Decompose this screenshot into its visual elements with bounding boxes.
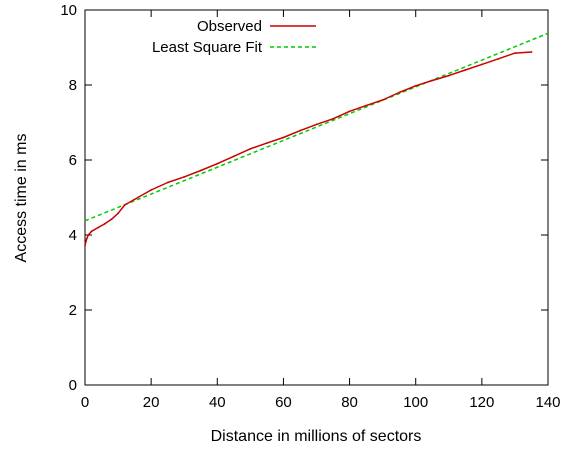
observed-point [249,147,252,150]
y-tick-label: 8 [69,77,77,94]
plot-border [84,9,549,386]
observed-point [447,74,450,77]
observed-line [84,51,532,246]
x-tick-label: 40 [209,394,226,411]
x-tick-label: 20 [143,394,160,411]
observed-point [282,136,285,139]
observed-point [398,91,401,94]
observed-point [183,176,186,178]
x-tick-label: 60 [275,394,292,411]
x-tick-label: 100 [403,394,428,411]
legend-label: Least Square Fit [152,39,263,56]
observed-point [497,57,500,60]
legend: Observed Least Square Fit [152,18,316,56]
observed-point [332,117,334,120]
x-tick-label: 120 [469,394,494,411]
plot-frame [84,9,549,386]
observed-point [481,63,483,66]
observed-point [514,52,516,54]
observed-point [90,230,93,233]
y-tick-label: 6 [69,152,77,169]
y-tick-label: 4 [69,227,77,244]
least-square-fit-line [84,32,549,222]
observed-point [431,79,434,82]
observed-point [87,234,90,236]
legend-label: Observed [197,18,262,35]
observed-point [414,84,417,87]
observed-point [530,51,533,53]
observed-point [299,129,301,132]
observed-point [348,110,351,113]
observed-point [266,142,268,145]
observed-point [199,169,202,172]
observed-point [381,99,384,101]
observed-point [85,237,88,240]
observed-point [84,244,86,247]
axes: 0 20 40 60 80 100 120 140 0 2 4 6 8 10 [60,2,560,411]
observed-point [365,104,367,107]
observed-point [133,198,136,201]
y-tick-label: 0 [69,377,77,394]
observed-point [97,226,100,229]
x-tick-label: 0 [81,394,89,411]
observed-point [150,189,153,191]
observed-point [103,222,106,225]
y-tick-label: 10 [60,2,77,19]
observed-point [464,69,467,71]
observed-point [117,212,119,215]
observed-point [315,123,318,126]
observed-point [216,162,219,165]
y-tick-label: 2 [69,302,77,319]
x-tick-label: 140 [535,394,560,411]
x-axis-label: Distance in millions of sectors [211,428,422,445]
observed-point [123,204,126,206]
observed-point [110,218,113,221]
x-tick-label: 80 [341,394,358,411]
observed-point [166,181,169,184]
observed-point [232,155,235,158]
series-layer [84,32,549,247]
y-axis-label: Access time in ms [13,134,30,263]
